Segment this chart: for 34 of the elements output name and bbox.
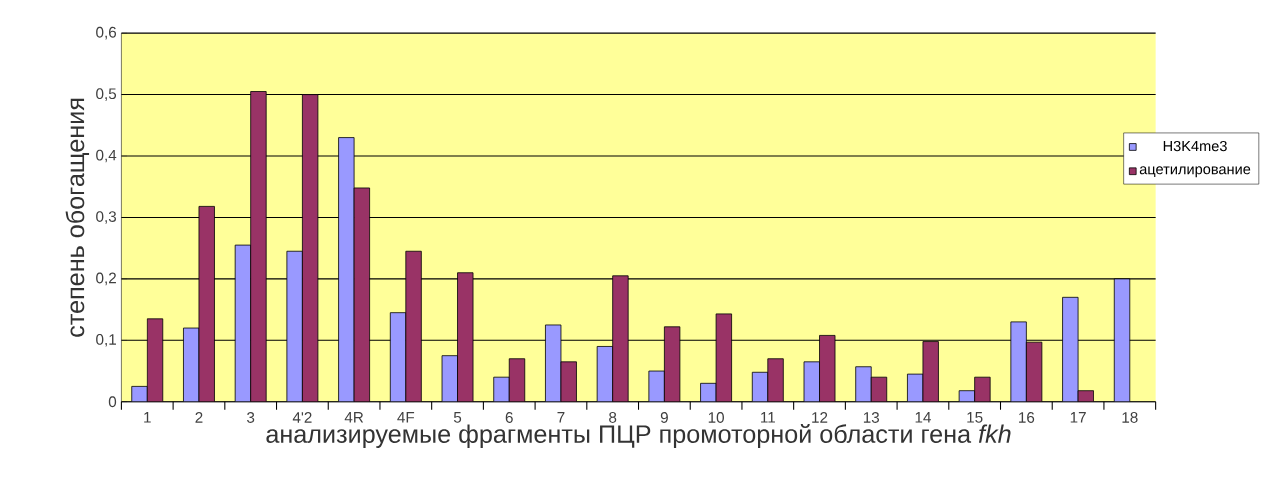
- x-tick-label: 15: [967, 411, 983, 423]
- y-tick-label: 0,1: [96, 333, 116, 347]
- x-tick-label: 18: [1122, 411, 1138, 423]
- x-tick-label: 6: [505, 411, 513, 423]
- x-tick-label: 8: [609, 411, 617, 423]
- x-tick-label: 16: [1019, 411, 1035, 423]
- x-tick-label: 4'2: [292, 411, 312, 423]
- x-tick-label: 3: [247, 411, 255, 423]
- x-tick-label: 17: [1070, 411, 1086, 423]
- x-tick-label: 12: [812, 411, 828, 423]
- x-tick-label: 14: [915, 411, 931, 423]
- x-tick-label: 7: [557, 411, 565, 423]
- x-tick-label: 5: [453, 411, 462, 423]
- x-tick-label: 9: [660, 411, 668, 423]
- x-tick-label: 10: [708, 411, 724, 423]
- bar: [855, 366, 872, 402]
- y-tick-label: 0,2: [96, 272, 116, 286]
- x-tick-label: 13: [863, 411, 880, 423]
- y-tick-label: 0,5: [96, 88, 117, 101]
- bar: [338, 137, 355, 402]
- x-tick-label: 4F: [397, 411, 415, 423]
- y-tick-label: 0: [108, 396, 117, 407]
- x-tick-label: 4R: [344, 411, 364, 423]
- legend-label: H3K4me3: [1163, 140, 1227, 152]
- legend-label: ацетилирование: [1139, 166, 1251, 178]
- y-tick-label: 0,4: [96, 149, 117, 163]
- y-tick-label: 0,6: [96, 26, 117, 40]
- x-tick-label: 11: [761, 411, 775, 423]
- bar: [493, 376, 510, 402]
- y-axis-title: степень обогащения: [65, 98, 90, 337]
- x-tick-label: 1: [144, 411, 151, 423]
- y-tick-label: 0,3: [96, 210, 117, 224]
- x-axis-title: анализируемые фрагменты ПЦР промоторной области гена fkh: [266, 423, 1011, 448]
- x-tick-label: 2: [195, 411, 203, 423]
